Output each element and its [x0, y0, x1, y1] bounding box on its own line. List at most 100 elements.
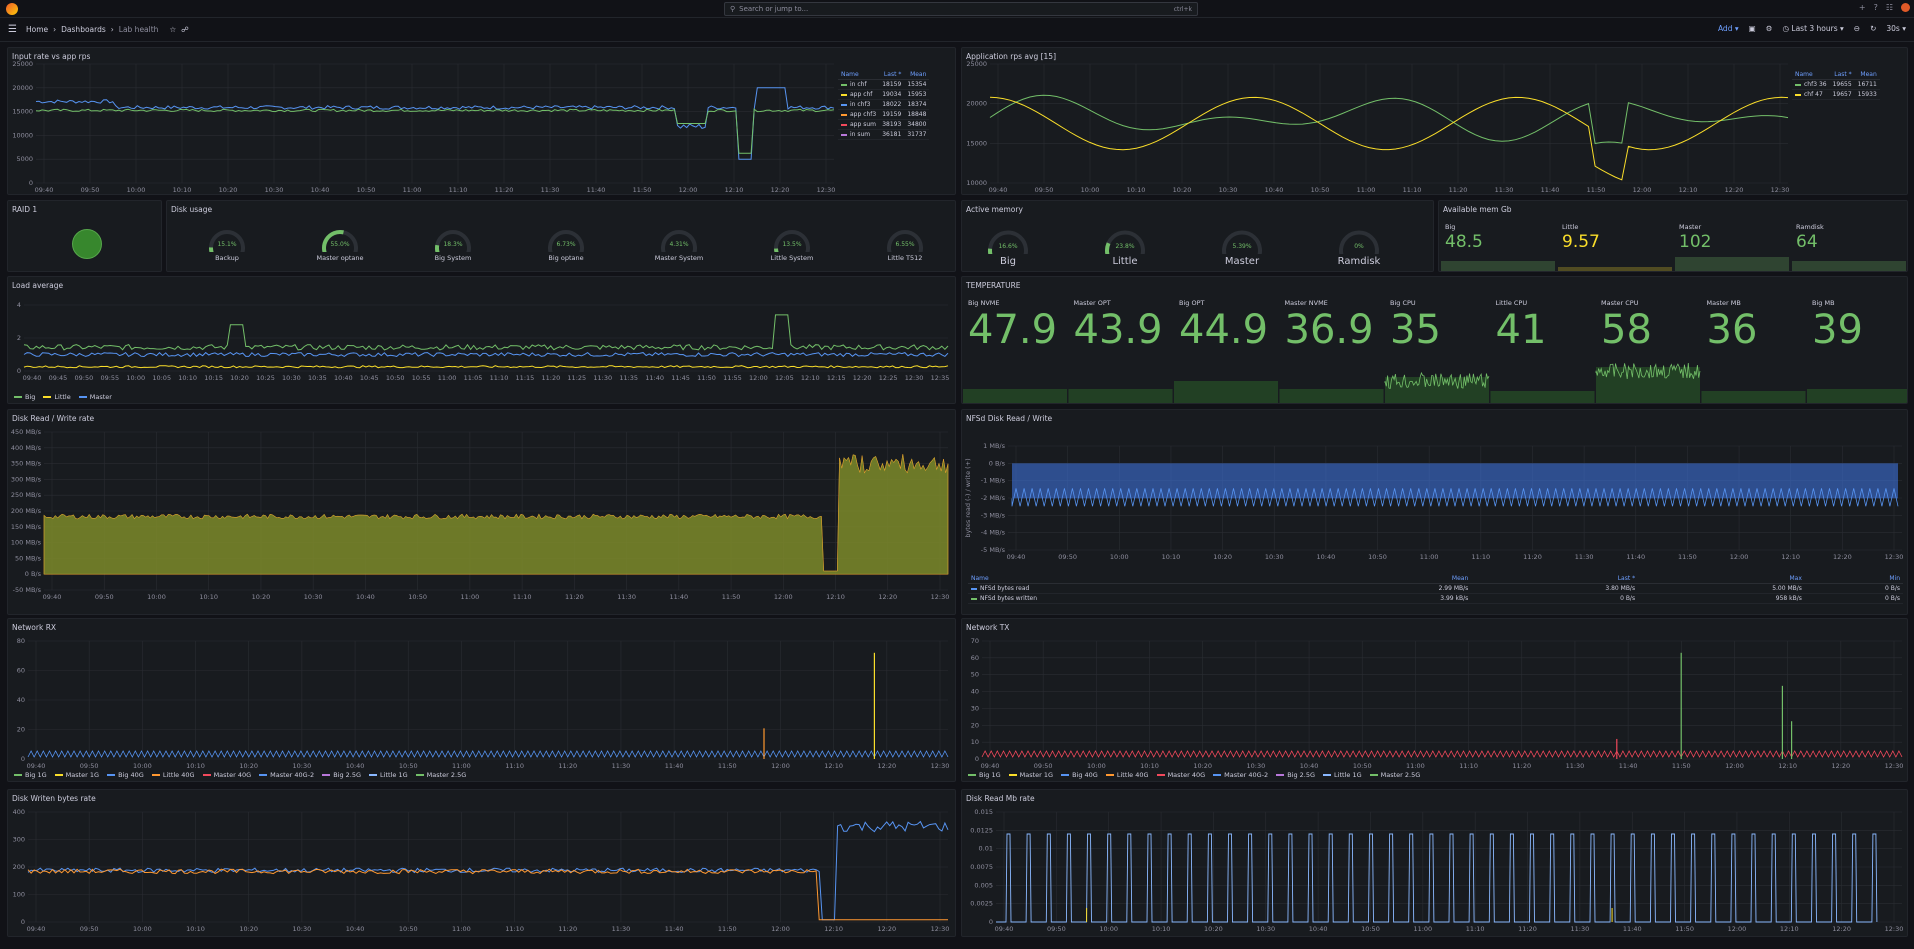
legend-item[interactable]: Little 40G [1105, 771, 1149, 779]
legend-row[interactable]: in chf 18159 15354 [838, 79, 930, 90]
zoom-out-icon[interactable]: ⊖ [1853, 24, 1861, 33]
gauge-track [661, 230, 697, 259]
legend-row[interactable]: in sum 36181 31737 [838, 129, 930, 140]
x-tick-label: 10:30 [293, 925, 312, 933]
legend-item[interactable]: Big 1G [14, 771, 47, 779]
legend-item[interactable]: Master 40G [1156, 771, 1205, 779]
legend-item[interactable]: Master 2.5G [1369, 771, 1420, 779]
x-tick-label: 10:10 [199, 593, 218, 601]
stat-value: 64 [1796, 232, 1818, 252]
help-icon[interactable]: ? [1873, 3, 1878, 12]
legend-item[interactable]: Master 40G-2 [259, 771, 314, 779]
x-tick-label: 09:50 [80, 762, 99, 770]
gauge-value: 6.55% [895, 241, 915, 249]
series-little [23, 365, 949, 369]
refresh-icon[interactable]: ↻ [1870, 24, 1877, 33]
network-tx-chart: 70 60 50 40 30 20 10 009:40 09:50 10:00 10:10 10:20… [971, 637, 1904, 770]
y-tick-label: 0 [17, 367, 21, 375]
temp-sparkline-area [963, 389, 1067, 403]
time-range-picker[interactable]: ◷ Last 3 hours ▾ [1782, 24, 1844, 33]
save-icon[interactable]: ▣ [1748, 24, 1756, 33]
legend-item[interactable]: Little [43, 393, 71, 401]
gear-icon[interactable]: ⚙ [1765, 24, 1773, 33]
legend-item[interactable]: Big 2.5G [322, 771, 361, 779]
menu-icon[interactable]: ☰ [8, 24, 17, 35]
panel-title: Disk Read Mb rate [966, 794, 1035, 803]
legend-header[interactable]: Mean [1304, 574, 1472, 584]
legend-item[interactable]: Master [78, 393, 112, 401]
y-tick-label: 10000 [966, 179, 987, 187]
legend-item[interactable]: Big 40G [107, 771, 144, 779]
legend-item[interactable]: Little 40G [151, 771, 195, 779]
grafana-logo-icon[interactable] [6, 3, 18, 15]
share-icon[interactable]: ☍ [181, 25, 189, 34]
x-tick-label: 11:00 [1413, 925, 1432, 933]
y-tick-label: 5000 [16, 155, 33, 163]
x-tick-label: 11:35 [619, 374, 638, 382]
legend-row[interactable]: app chf3 19159 18848 [838, 109, 930, 120]
x-tick-label: 10:50 [399, 762, 418, 770]
legend-item[interactable]: Master 1G [54, 771, 99, 779]
legend-item[interactable]: Big 1G [968, 771, 1001, 779]
legend-header[interactable]: Name [838, 70, 880, 80]
legend-row[interactable]: app sum 38193 34800 [838, 119, 930, 130]
stat-label: Master [1679, 223, 1702, 231]
panel-raid: RAID 1 [7, 200, 162, 272]
x-tick-label: 11:20 [495, 186, 514, 194]
legend-row[interactable]: chf3 36 19655 16711 [1792, 79, 1880, 90]
gauge-value: 15.1% [217, 241, 237, 249]
legend: Big 1G Master 1G Big 40G Little 40G Master 4… [14, 771, 466, 779]
legend-row[interactable]: chf 47 19657 15933 [1792, 89, 1880, 100]
x-tick-label: 10:00 [126, 374, 145, 382]
legend-item[interactable]: Big 40G [1061, 771, 1098, 779]
breadcrumb-home[interactable]: Home [26, 25, 49, 34]
legend-row[interactable]: in chf3 18022 18374 [838, 99, 930, 110]
x-tick-label: 12:05 [775, 374, 794, 382]
legend-row[interactable]: app chf 19034 15953 [838, 89, 930, 100]
legend-header[interactable]: Name [968, 574, 1305, 584]
legend-row[interactable]: NFSd bytes written 3.99 kB/s 0 B/s 958 kB/s… [968, 593, 1903, 604]
temp-value: 44.9 [1179, 307, 1269, 353]
legend-header[interactable]: Min [1804, 574, 1903, 584]
legend-item[interactable]: Master 2.5G [415, 771, 466, 779]
avatar[interactable] [1901, 3, 1910, 12]
add-button[interactable]: Add ▾ [1717, 24, 1739, 33]
x-tick-label: 12:30 [931, 593, 950, 601]
x-tick-label: 09:50 [75, 374, 94, 382]
y-axis-label: bytes read (-) / write (+) [964, 458, 972, 537]
legend-header[interactable]: Last * [879, 70, 905, 80]
x-tick-label: 12:20 [878, 593, 897, 601]
legend-item[interactable]: Master 40G-2 [1213, 771, 1268, 779]
breadcrumb-dashboards[interactable]: Dashboards [61, 25, 106, 34]
plus-icon[interactable]: + [1858, 3, 1866, 12]
legend-row[interactable]: NFSd bytes read 2.99 MB/s 3.80 MB/s 5.00 MB… [968, 583, 1903, 594]
legend-item[interactable]: Big 2.5G [1276, 771, 1315, 779]
legend-header[interactable]: Last * [1829, 70, 1855, 80]
legend-header[interactable]: Mean [1854, 70, 1880, 80]
legend-item[interactable]: Little 1G [1323, 771, 1362, 779]
legend-header[interactable]: Max [1638, 574, 1805, 584]
gauge-value: 4.31% [669, 241, 689, 249]
legend-header[interactable]: Name [1792, 70, 1830, 80]
legend-item[interactable]: Master 40G [202, 771, 251, 779]
x-tick-label: 10:10 [1140, 762, 1159, 770]
star-icon[interactable]: ☆ [169, 25, 177, 34]
temp-label: Big MB [1812, 299, 1835, 307]
refresh-interval[interactable]: 30s ▾ [1886, 24, 1906, 33]
temp-value: 47.9 [968, 307, 1058, 353]
legend-header[interactable]: Last * [1471, 574, 1639, 584]
temp-label: Big CPU [1390, 299, 1416, 307]
x-tick-label: 09:40 [989, 186, 1008, 194]
x-tick-label: 10:15 [204, 374, 223, 382]
x-tick-label: 12:10 [1778, 762, 1797, 770]
stat-sparkline [1558, 267, 1672, 271]
legend-item[interactable]: Big [14, 393, 35, 401]
legend-item[interactable]: Little 1G [369, 771, 408, 779]
legend-item[interactable]: Master 1G [1008, 771, 1053, 779]
news-icon[interactable]: ☷ [1885, 3, 1893, 12]
x-tick-label: 11:20 [1449, 186, 1468, 194]
search-input[interactable]: ⚲ Search or jump to... ctrl+k [724, 2, 1198, 16]
x-tick-label: 11:30 [1575, 553, 1594, 561]
legend-header[interactable]: Mean [904, 70, 930, 80]
disk-read-mb-chart: 0.015 0.0125 0.01 0.0075 0.005 0.0025 009:40 09… [970, 808, 1903, 933]
